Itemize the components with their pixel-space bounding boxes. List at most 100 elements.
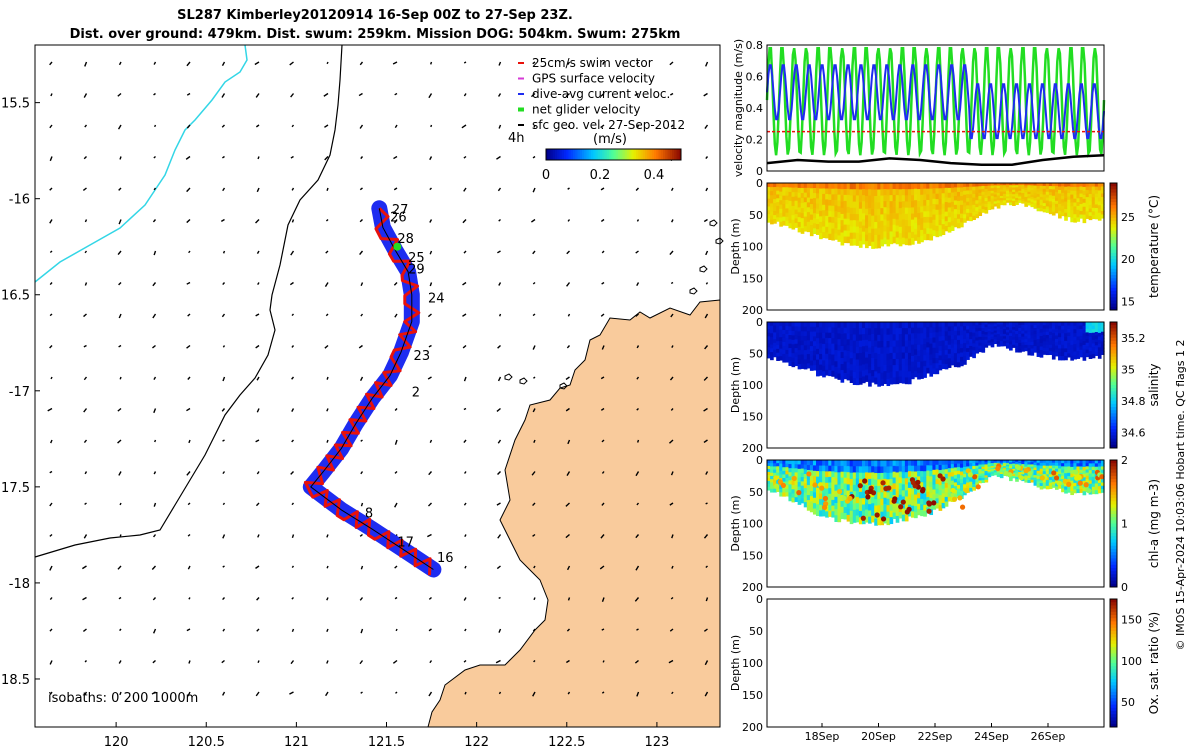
temperature-cell [904,201,909,209]
temperature-cell [816,208,820,215]
temperature-cell [1061,205,1065,210]
salinity-cell [852,322,857,329]
day-label: 16 [437,551,454,566]
chl-a-cell [797,473,802,479]
temperature-cell [794,209,799,215]
surface-vector [429,439,433,444]
temperature-cell [770,191,774,196]
chl-a-cell [944,492,949,498]
salinity-cell [953,348,958,354]
chl-a-cell [895,509,900,517]
chl-a-point [915,479,921,485]
salinity-cell [1033,349,1038,353]
chl-a-cell [822,465,826,472]
chl-a-cell [791,489,796,495]
colorbar-cell [660,149,664,160]
chl-a-cell [865,515,869,523]
salinity-cell [861,346,866,353]
surface-vector [153,502,157,507]
chl-a-cell [956,470,961,475]
temperature-cell [809,214,814,221]
surface-vector [256,471,260,475]
chl-a-cell [779,485,783,490]
temperature-cell [1073,202,1078,208]
chl-a-cell [944,487,949,493]
salinity-cell [791,357,796,363]
chl-a-cell [1048,465,1053,470]
y-tick-label: 0 [756,165,763,178]
surface-vector [325,691,329,697]
temperature-cell [812,183,817,189]
salinity-cell [779,352,783,357]
chl-a-cell [950,460,955,465]
salinity-cell [806,344,811,351]
salinity-cell [1045,347,1050,352]
chl-a-cell [831,471,835,478]
salinity-cell [975,346,979,351]
temperature-cell [834,183,839,190]
temperature-cell [889,219,894,226]
chl-a-cell [966,485,970,490]
chl-a-cell [990,467,995,470]
colorbar-cell [1110,334,1117,339]
salinity-cell [1076,325,1081,330]
salinity-cell [1015,336,1019,341]
salinity-cell [834,366,839,374]
salinity-cell [1027,325,1032,330]
surface-vector [462,219,467,224]
temperature-cell [938,193,943,200]
chl-a-cell [1036,460,1041,464]
temperature-cell [858,195,863,203]
chl-a-cell [840,500,845,508]
chl-a-cell [834,466,839,473]
colorbar-cell [624,149,628,160]
salinity-cell [767,350,771,355]
surface-vector [49,124,53,129]
temperature-cell [816,213,820,220]
salinity-cell [996,324,1001,328]
colorbar-cell [1110,634,1117,638]
chl-a-cell [1079,460,1084,464]
colorbar-cell [1110,608,1117,613]
salinity-cell [1064,355,1068,361]
temperature-cell [929,211,934,218]
surface-vector [83,313,87,318]
salinity-cell [972,329,976,334]
temperature-cell [904,226,909,233]
chl-a-cell [1088,483,1093,488]
temperature-cell [941,224,946,230]
surface-vector [498,124,502,129]
salinity-cell [770,329,774,334]
surface-vector [703,534,709,539]
chl-a-cell [972,478,976,482]
salinity-cell [1082,352,1087,357]
chl-a-point [836,488,843,495]
temperature-cell [981,209,986,213]
surface-vector [429,219,433,223]
temperature-cell [1054,194,1059,199]
salinity-cell [926,342,930,349]
salinity-cell [935,327,940,333]
colorbar-cell [1110,249,1117,254]
temperature-cell [993,192,998,196]
salinity-cell [880,378,885,386]
chl-a-cell [1033,482,1038,486]
salinity-cell [932,358,937,364]
temperature-cell [791,215,796,221]
temperature-cell [996,205,1001,209]
chl-a-cell [892,483,897,490]
temperature-cell [1082,198,1087,204]
salinity-cell [1070,322,1074,327]
salinity-cell [1054,332,1059,337]
chl-a-point [891,498,897,504]
chl-a-cell [791,460,796,465]
salinity-cell [788,326,793,332]
salinity-cell [840,328,845,335]
chl-a-cell [865,466,869,473]
temperature-cell [920,188,924,196]
salinity-cell [809,341,814,347]
chl-a-cell [923,460,927,467]
chl-a-cell [1070,491,1074,496]
salinity-cell [1030,348,1035,353]
